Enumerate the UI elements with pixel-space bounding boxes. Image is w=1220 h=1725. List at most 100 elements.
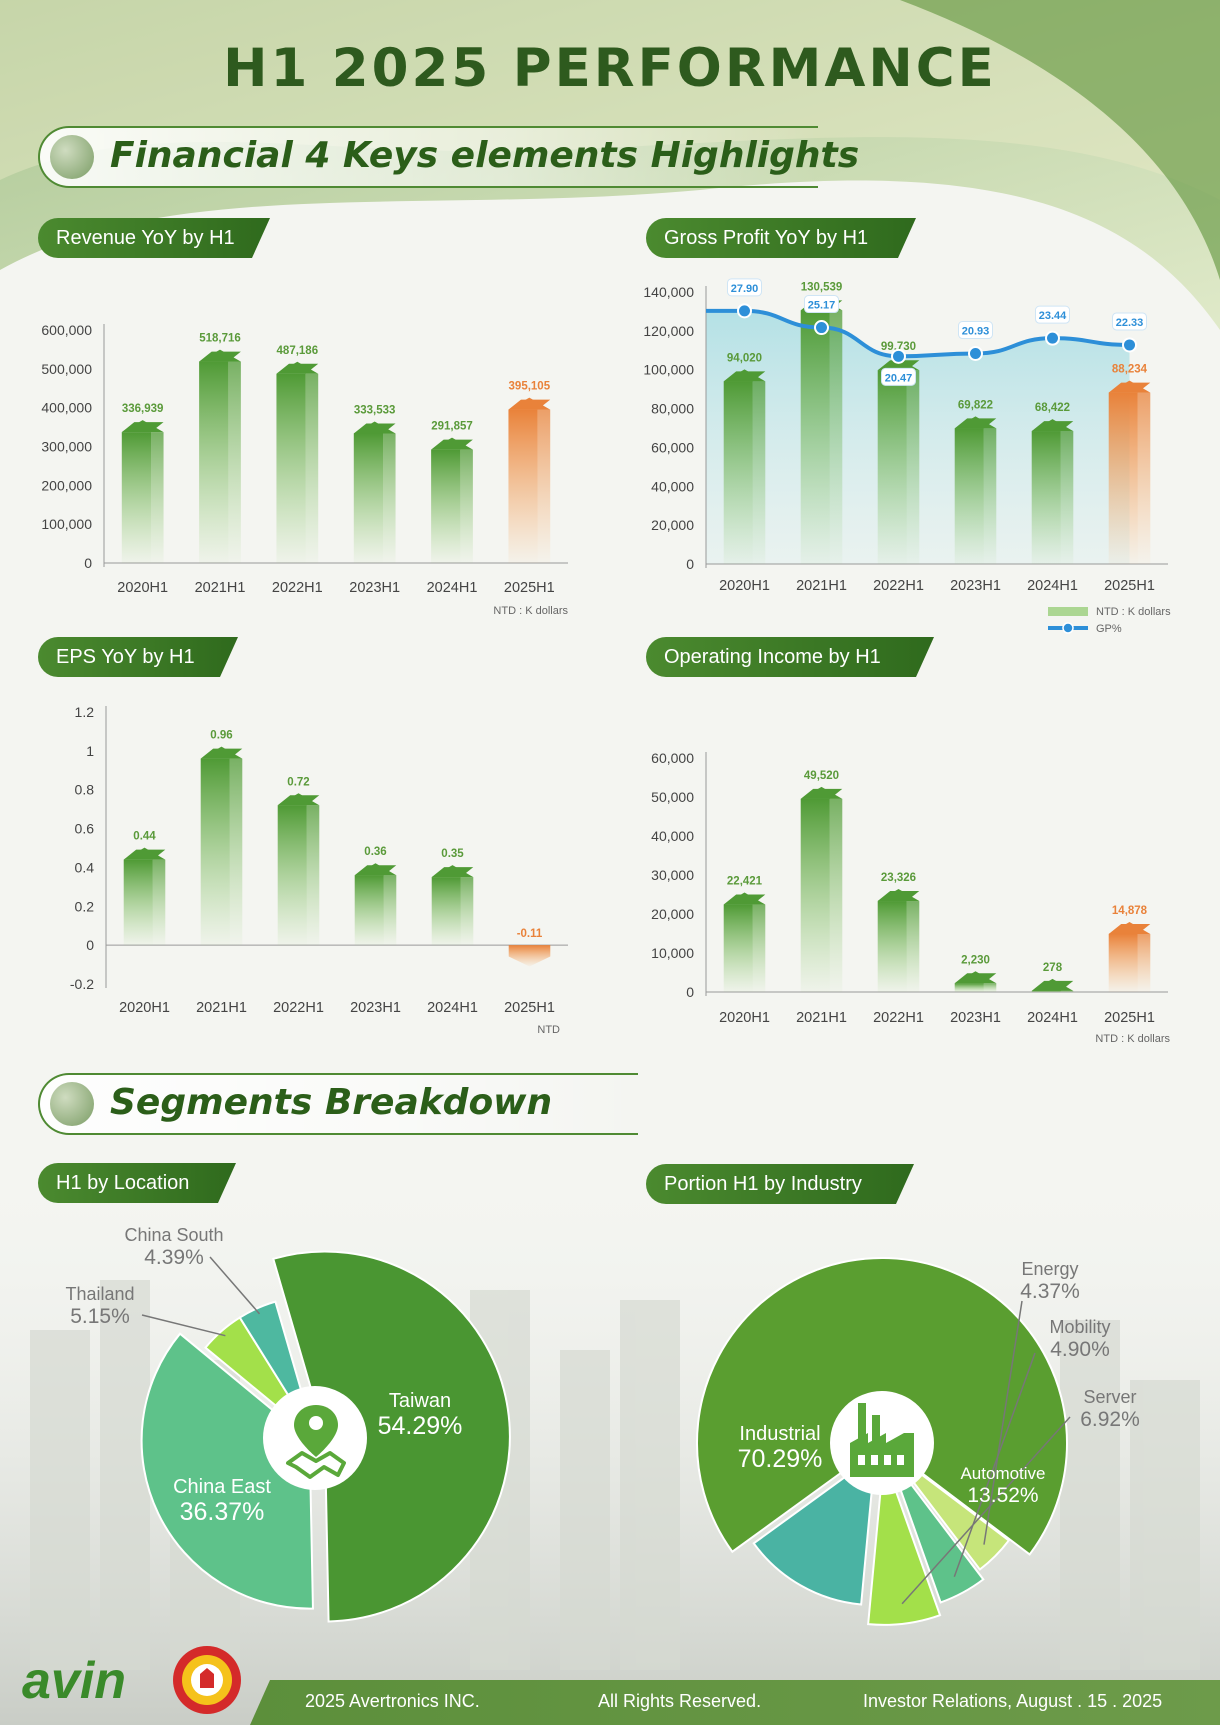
x-tick-label: 2025H1 xyxy=(504,1000,555,1016)
slice-label: Energy xyxy=(1021,1259,1078,1279)
x-tick-label: 2020H1 xyxy=(719,1010,770,1026)
bar-cap xyxy=(1031,419,1074,432)
footer-bar: 2025 Avertronics INC. All Rights Reserve… xyxy=(250,1680,1220,1725)
bar-cap xyxy=(123,847,166,860)
bar-cap xyxy=(723,369,766,382)
data-label: 14,878 xyxy=(1112,905,1148,917)
x-tick-label: 2023H1 xyxy=(350,1000,401,1016)
gross-profit-chart: 0 20,000 40,000 60,000 80,000 100,000 120,000 1… xyxy=(643,278,1171,635)
x-tick-label: 2020H1 xyxy=(719,578,770,594)
bar-side xyxy=(1060,990,1074,992)
bar-face xyxy=(508,409,538,563)
bar-face xyxy=(353,433,384,563)
data-label: 291,857 xyxy=(431,421,473,433)
y-tick-label: 0.8 xyxy=(75,782,95,798)
legend-swatch-dot xyxy=(1062,622,1074,634)
pie-slice xyxy=(272,1250,511,1623)
gp-label: 20.93 xyxy=(962,326,990,338)
y-tick-label: 100,000 xyxy=(643,362,694,378)
bar-side xyxy=(1137,392,1151,564)
bar xyxy=(121,420,164,563)
x-tick-label: 2021H1 xyxy=(195,580,246,596)
bar xyxy=(508,397,551,563)
x-tick-label: 2021H1 xyxy=(196,1000,247,1016)
slice-value: 4.37% xyxy=(1020,1280,1080,1303)
bar-cap xyxy=(1108,921,1151,934)
bar-face xyxy=(877,901,907,992)
pie-slice xyxy=(888,1449,1011,1571)
y-tick-label: 140,000 xyxy=(643,284,694,300)
section-title-financial: Financial 4 Keys elements Highlights xyxy=(110,135,860,176)
legend-label: NTD : K dollars xyxy=(1096,606,1171,618)
slice-label: China East xyxy=(173,1476,271,1498)
bar-face xyxy=(1031,431,1061,564)
bar xyxy=(723,369,766,564)
factory-icon xyxy=(850,1403,914,1477)
x-tick-label: 2021H1 xyxy=(796,1010,847,1026)
gp-label: 25.17 xyxy=(808,300,836,312)
y-tick-label: 100,000 xyxy=(41,516,92,532)
footer-rights: All Rights Reserved. xyxy=(598,1691,762,1711)
data-label: 0.35 xyxy=(441,848,464,860)
y-tick-label: 300,000 xyxy=(41,439,92,455)
data-label: 23,326 xyxy=(881,872,916,884)
chimney xyxy=(872,1415,880,1447)
gp-label: 23.44 xyxy=(1039,310,1067,322)
x-tick-label: 2022H1 xyxy=(273,1000,324,1016)
gp-point xyxy=(737,303,752,319)
gp-point xyxy=(1045,330,1060,346)
bar xyxy=(954,416,997,564)
y-tick-label: 1.2 xyxy=(75,704,95,720)
leader-line xyxy=(983,1300,1023,1545)
bar-cap xyxy=(199,349,241,362)
bar-side xyxy=(983,428,997,564)
bar xyxy=(354,863,397,946)
unit-note: NTD xyxy=(537,1024,560,1036)
x-tick-label: 2024H1 xyxy=(427,1000,478,1016)
bar xyxy=(800,786,843,992)
bar xyxy=(277,793,320,946)
data-label: 0.44 xyxy=(133,831,156,843)
bar-cap xyxy=(1108,380,1151,393)
x-tick-label: 2025H1 xyxy=(1104,578,1155,594)
bar-cap xyxy=(508,397,551,410)
pin-hole xyxy=(309,1416,323,1430)
slice-value: 70.29% xyxy=(738,1445,823,1473)
bar-cap xyxy=(1031,978,1074,991)
data-label: 333,533 xyxy=(354,404,396,416)
bar-cap xyxy=(954,416,997,429)
bar-side xyxy=(306,805,320,946)
bar-side xyxy=(829,798,843,992)
footer-company: 2025 Avertronics INC. xyxy=(305,1691,480,1711)
bar-side xyxy=(983,983,997,992)
bar-cap xyxy=(121,420,164,433)
gp-point xyxy=(814,320,829,336)
legend-swatch-bar xyxy=(1048,607,1088,616)
tag-location: H1 by Location xyxy=(38,1163,236,1203)
x-tick-label: 2021H1 xyxy=(796,578,847,594)
bar-side xyxy=(829,310,843,564)
factory-window xyxy=(871,1455,878,1465)
factory-window xyxy=(884,1455,891,1465)
bar xyxy=(123,847,166,946)
data-label: -0.11 xyxy=(517,928,543,940)
y-tick-label: 20,000 xyxy=(651,517,694,533)
pie-slice xyxy=(140,1332,314,1610)
y-tick-label: 60,000 xyxy=(651,439,694,455)
bar-face xyxy=(277,805,307,946)
slice-value: 5.15% xyxy=(70,1305,130,1328)
x-tick-label: 2022H1 xyxy=(873,578,924,594)
bar-side xyxy=(305,373,319,563)
data-label: 49,520 xyxy=(804,770,839,782)
factory-window xyxy=(858,1455,865,1465)
tag-eps: EPS YoY by H1 xyxy=(38,637,238,677)
gp-label: 27.90 xyxy=(731,283,759,295)
data-label: 278 xyxy=(1043,962,1063,974)
slice-label: China South xyxy=(124,1225,223,1245)
slice-value: 4.39% xyxy=(144,1246,204,1269)
data-label: 22,421 xyxy=(727,876,763,888)
y-tick-label: 120,000 xyxy=(643,323,694,339)
slice-value: 13.52% xyxy=(967,1484,1038,1507)
eps-chart: -0.2 0 0.2 0.4 0.6 0.8 1 1.2 0.44 2020H1 0.96 2021H… xyxy=(70,704,568,1036)
y-tick-label: 600,000 xyxy=(41,322,92,338)
